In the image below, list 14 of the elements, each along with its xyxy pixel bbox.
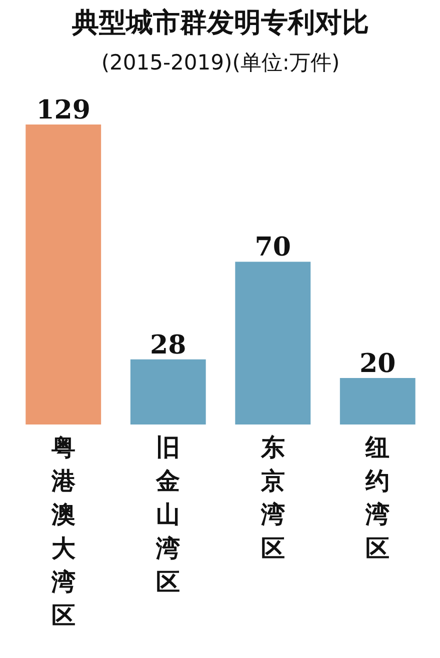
bar: [340, 378, 416, 424]
chart-subtitle: (2015-2019)(单位:万件): [101, 50, 340, 74]
data-label: 20: [360, 348, 396, 379]
x-tick-label: 东京湾区: [260, 434, 285, 562]
x-tick-label: 纽约湾区: [364, 434, 390, 562]
bar: [235, 262, 311, 424]
data-label: 70: [254, 232, 291, 263]
x-tick-label: 粤港澳大湾区: [50, 434, 76, 630]
chart-title: 典型城市群发明专利对比: [71, 8, 369, 38]
bar: [130, 359, 206, 424]
data-label: 28: [150, 330, 186, 360]
x-tick-label: 旧金山湾区: [155, 434, 180, 596]
bar: [26, 124, 102, 424]
data-label: 129: [36, 96, 90, 126]
